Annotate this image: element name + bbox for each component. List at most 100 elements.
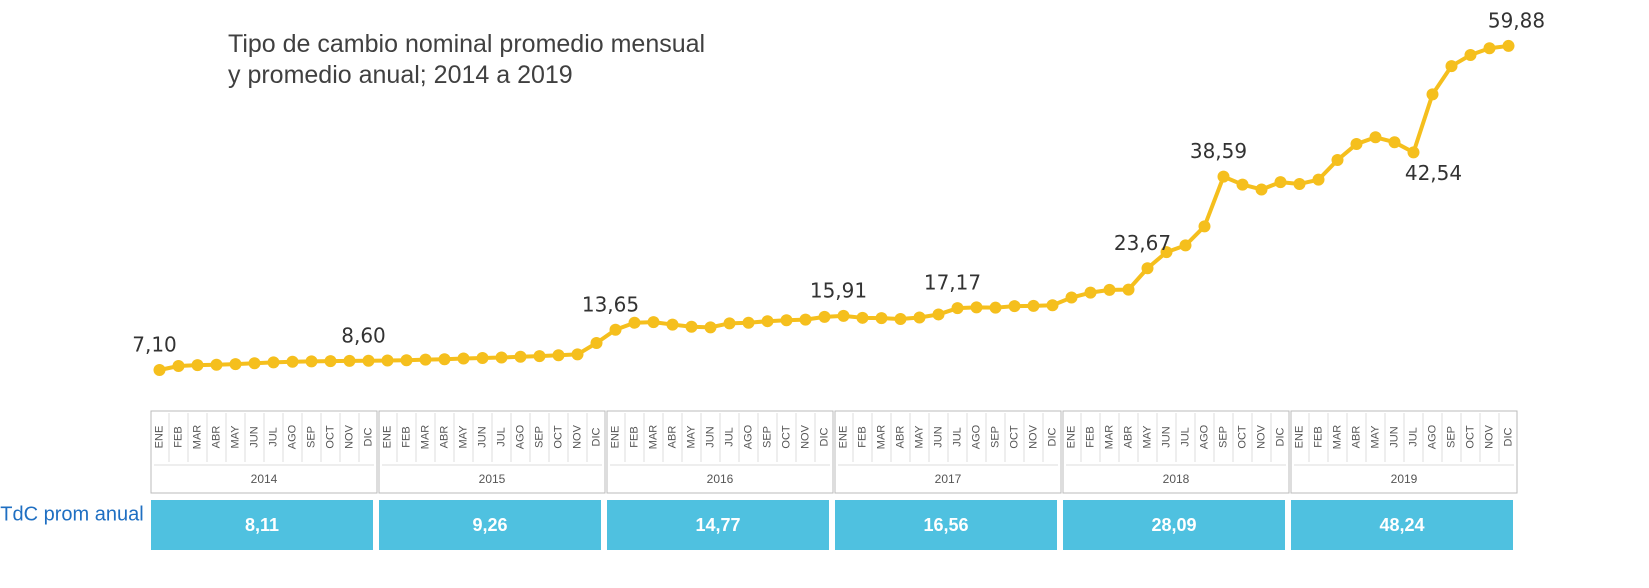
marker (1293, 177, 1306, 190)
month-label: MAY (229, 425, 241, 449)
marker (1103, 283, 1116, 296)
marker (1141, 262, 1154, 275)
marker (685, 320, 698, 333)
marker (210, 358, 223, 371)
marker (1312, 173, 1325, 186)
month-label: ENE (1293, 426, 1305, 449)
annual-box (379, 500, 601, 550)
month-label: DIC (1502, 427, 1514, 446)
marker (1350, 138, 1363, 151)
month-label: ENE (837, 426, 849, 449)
month-label: AGO (286, 424, 298, 449)
marker (1027, 299, 1040, 312)
month-label: FEB (856, 426, 868, 447)
data-label: 59,88 (1488, 8, 1545, 32)
month-label: JUL (723, 427, 735, 447)
annual-value: 28,09 (1151, 515, 1196, 535)
month-label: SEP (1217, 426, 1229, 448)
month-label: MAR (1331, 425, 1343, 450)
marker (970, 301, 983, 314)
marker (818, 310, 831, 323)
month-label: FEB (1312, 426, 1324, 447)
month-label: OCT (1008, 425, 1020, 449)
month-label: MAY (913, 425, 925, 449)
month-label: JUN (1160, 426, 1172, 447)
marker (381, 354, 394, 367)
marker (761, 315, 774, 328)
month-label: JUL (495, 427, 507, 447)
data-label: 7,10 (132, 333, 177, 357)
month-label: SEP (305, 426, 317, 448)
month-label: FEB (628, 426, 640, 447)
month-label: JUN (248, 426, 260, 447)
month-label: NOV (571, 424, 583, 449)
month-label: JUL (951, 427, 963, 447)
marker (362, 354, 375, 367)
month-label: OCT (1236, 425, 1248, 449)
marker (780, 314, 793, 327)
marker (913, 311, 926, 324)
marker (248, 357, 261, 370)
marker (1274, 176, 1287, 189)
marker (1179, 239, 1192, 252)
month-label: SEP (533, 426, 545, 448)
marker (153, 364, 166, 377)
month-label: DIC (1274, 427, 1286, 446)
month-label: NOV (1255, 424, 1267, 449)
marker (343, 354, 356, 367)
marker (1369, 131, 1382, 144)
month-label: JUL (267, 427, 279, 447)
marker (324, 355, 337, 368)
subtitle-line: y promedio anual; 2014 a 2019 (228, 61, 573, 89)
marker (1388, 136, 1401, 149)
month-label: ABR (894, 426, 906, 449)
month-label: AGO (514, 424, 526, 449)
marker (1217, 170, 1230, 183)
year-label: 2014 (251, 472, 278, 486)
marker (191, 359, 204, 372)
marker (875, 312, 888, 325)
marker (495, 351, 508, 364)
month-label: NOV (343, 424, 355, 449)
month-label: JUN (932, 426, 944, 447)
month-label: MAY (685, 425, 697, 449)
marker (856, 311, 869, 324)
marker (1445, 60, 1458, 73)
month-label: ABR (1122, 426, 1134, 449)
marker (837, 309, 850, 322)
year-label: 2017 (935, 472, 962, 486)
month-label: JUL (1407, 427, 1419, 447)
marker (647, 316, 660, 329)
year-label: 2015 (479, 472, 506, 486)
annual-box (1291, 500, 1513, 550)
month-label: JUN (476, 426, 488, 447)
month-label: MAY (1369, 425, 1381, 449)
annual-value: 9,26 (472, 515, 507, 535)
marker (1198, 220, 1211, 233)
year-label: 2016 (707, 472, 734, 486)
marker (1065, 291, 1078, 304)
month-label: AGO (1198, 424, 1210, 449)
marker (932, 308, 945, 321)
annual-box (607, 500, 829, 550)
month-label: ENE (381, 426, 393, 449)
marker (628, 316, 641, 329)
marker (666, 318, 679, 331)
marker (1464, 49, 1477, 62)
month-label: AGO (970, 424, 982, 449)
month-label: MAR (191, 425, 203, 450)
month-label: DIC (590, 427, 602, 446)
marker (514, 350, 527, 363)
month-label: ABR (1350, 426, 1362, 449)
marker (400, 354, 413, 367)
month-label: JUN (704, 426, 716, 447)
marker (438, 353, 451, 366)
month-label: MAY (1141, 425, 1153, 449)
annual-value: 8,11 (245, 515, 279, 535)
marker (1426, 88, 1439, 101)
marker (305, 355, 318, 368)
month-label: ENE (1065, 426, 1077, 449)
annual-value: 16,56 (923, 515, 968, 535)
annual-box (1063, 500, 1285, 550)
